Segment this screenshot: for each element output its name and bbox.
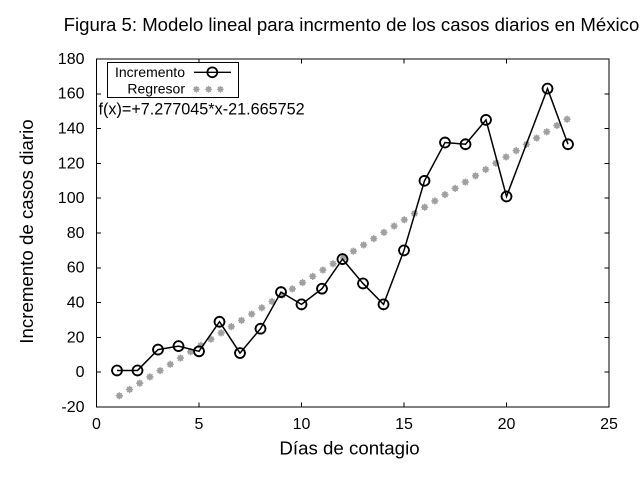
svg-text:140: 140 — [58, 121, 85, 138]
svg-text:80: 80 — [67, 225, 85, 242]
svg-text:10: 10 — [293, 416, 311, 433]
svg-text:180: 180 — [58, 51, 85, 68]
svg-text:25: 25 — [600, 416, 618, 433]
svg-text:0: 0 — [92, 416, 101, 433]
svg-text:160: 160 — [58, 86, 85, 103]
svg-text:Incremento de casos diario: Incremento de casos diario — [16, 119, 37, 343]
svg-text:40: 40 — [67, 295, 85, 312]
svg-text:15: 15 — [395, 416, 413, 433]
svg-text:0: 0 — [76, 364, 85, 381]
svg-text:100: 100 — [58, 190, 85, 207]
svg-text:Regresor: Regresor — [127, 81, 185, 97]
svg-text:5: 5 — [195, 416, 204, 433]
svg-text:60: 60 — [67, 260, 85, 277]
svg-text:f(x)=+7.277045*x-21.665752: f(x)=+7.277045*x-21.665752 — [99, 101, 305, 119]
svg-text:-20: -20 — [61, 399, 84, 416]
svg-text:20: 20 — [498, 416, 516, 433]
svg-text:Figura 5: Modelo lineal para i: Figura 5: Modelo lineal para incrmento d… — [64, 14, 640, 35]
svg-text:20: 20 — [67, 329, 85, 346]
svg-text:120: 120 — [58, 155, 85, 172]
svg-text:Días de contagio: Días de contagio — [279, 438, 419, 459]
svg-text:Incremento: Incremento — [115, 64, 185, 80]
